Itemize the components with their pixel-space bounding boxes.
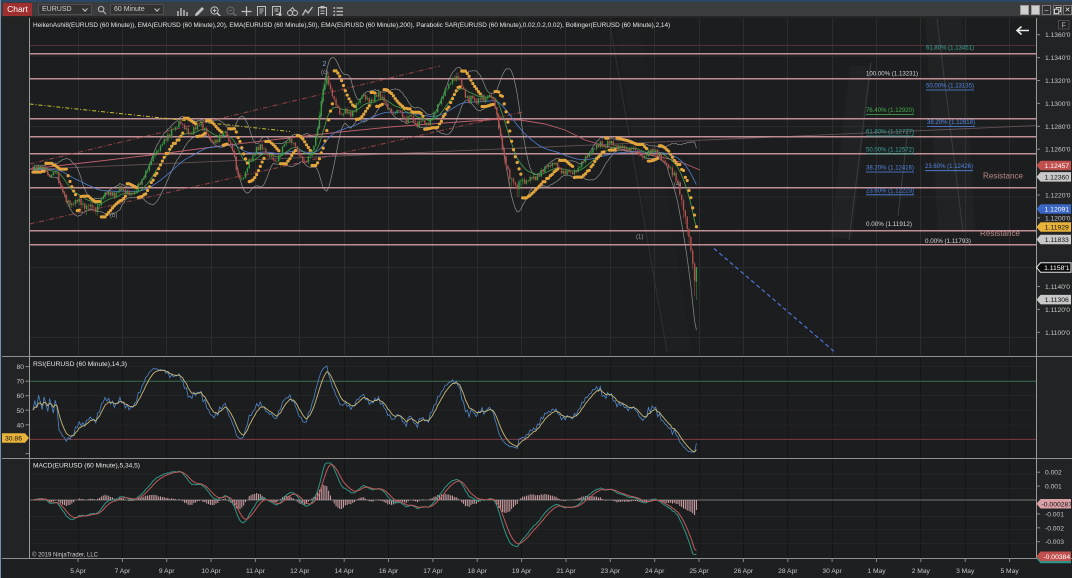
svg-text:1.1300'0: 1.1300'0 (1045, 101, 1071, 108)
svg-text:14 Apr: 14 Apr (335, 568, 355, 575)
svg-text:9 Apr: 9 Apr (159, 568, 175, 575)
svg-text:38.20% (1.12416): 38.20% (1.12416) (866, 165, 914, 172)
svg-text:1.11306: 1.11306 (1045, 297, 1069, 304)
svg-text:5 Apr: 5 Apr (70, 568, 86, 575)
svg-text:26 Apr: 26 Apr (734, 568, 754, 575)
svg-text:(1): (1) (636, 235, 643, 241)
svg-text:RSI(EURUSD (60 Minute),14,3): RSI(EURUSD (60 Minute),14,3) (33, 361, 127, 368)
svg-text:1.1200'0: 1.1200'0 (1045, 215, 1071, 222)
svg-text:0.001: 0.001 (1045, 484, 1062, 491)
svg-text:7 Apr: 7 Apr (115, 568, 131, 575)
svg-text:0.002: 0.002 (1045, 470, 1062, 477)
svg-text:1.11929: 1.11929 (1045, 225, 1069, 232)
svg-text:Resistance: Resistance (980, 229, 1021, 238)
svg-text:1.1100'0: 1.1100'0 (1045, 330, 1070, 337)
svg-text:1.1340'0: 1.1340'0 (1045, 55, 1071, 62)
svg-text:50: 50 (17, 408, 25, 415)
svg-text:-0.000287: -0.000287 (1041, 501, 1072, 508)
svg-text:60: 60 (17, 393, 25, 400)
svg-text:23.60% (1.12426): 23.60% (1.12426) (925, 163, 973, 170)
svg-text:Resistance: Resistance (983, 172, 1024, 181)
svg-text:30.86: 30.86 (5, 436, 22, 443)
svg-text:1.1360'0: 1.1360'0 (1045, 32, 1071, 39)
svg-text:5 May: 5 May (1000, 568, 1019, 575)
svg-text:MACD(EURUSD (60 Minute),5,34,5: MACD(EURUSD (60 Minute),5,34,5) (33, 463, 140, 470)
svg-text:80: 80 (17, 364, 25, 371)
svg-text:23.60% (1.12223): 23.60% (1.12223) (866, 187, 914, 194)
svg-text:1.1320'0: 1.1320'0 (1045, 78, 1071, 85)
svg-text:12 Apr: 12 Apr (290, 568, 310, 575)
svg-text:© 2019 NinjaTrader, LLC: © 2019 NinjaTrader, LLC (32, 551, 98, 559)
svg-text:HeikenAshi8(EURUSD (60 Minute): HeikenAshi8(EURUSD (60 Minute)), EMA(EUR… (33, 22, 670, 29)
svg-text:F: F (1062, 23, 1066, 30)
svg-text:-0.001: -0.001 (1045, 511, 1064, 518)
svg-text:1.12091: 1.12091 (1045, 207, 1070, 214)
svg-text:-0.002: -0.002 (1045, 525, 1064, 532)
svg-text:1.1158'1: 1.1158'1 (1044, 265, 1070, 272)
svg-text:21 Apr: 21 Apr (556, 568, 576, 575)
svg-text:3 May: 3 May (956, 568, 975, 575)
svg-text:23 Apr: 23 Apr (601, 568, 621, 575)
svg-text:16 Apr: 16 Apr (379, 568, 399, 575)
svg-text:-0.00384: -0.00384 (1043, 554, 1070, 561)
svg-text:1.1140'0: 1.1140'0 (1045, 284, 1070, 291)
svg-text:-0.003: -0.003 (1045, 539, 1064, 546)
svg-text:24 Apr: 24 Apr (645, 568, 665, 575)
svg-text:61.80% (1.12727): 61.80% (1.12727) (866, 129, 914, 136)
svg-text:(b): (b) (110, 213, 117, 219)
svg-text:30 Apr: 30 Apr (822, 568, 842, 575)
svg-text:1.12360: 1.12360 (1045, 175, 1070, 182)
svg-text:0.00% (1.11793): 0.00% (1.11793) (925, 238, 971, 245)
svg-text:50.00% (1.13135): 50.00% (1.13135) (926, 83, 974, 90)
svg-text:40: 40 (17, 422, 25, 429)
svg-text:2 May: 2 May (912, 568, 931, 575)
svg-text:1.1220'0: 1.1220'0 (1045, 193, 1071, 200)
svg-text:1 May: 1 May (867, 568, 886, 575)
svg-text:70: 70 (17, 379, 25, 386)
svg-text:19 Apr: 19 Apr (512, 568, 532, 575)
svg-text:38.20% (1.12818): 38.20% (1.12818) (927, 119, 975, 126)
svg-text:11 Apr: 11 Apr (246, 568, 266, 575)
svg-text:17 Apr: 17 Apr (423, 568, 443, 575)
svg-text:25 Apr: 25 Apr (689, 568, 709, 575)
svg-text:0.00% (1.11912): 0.00% (1.11912) (866, 221, 912, 228)
svg-text:100.00% (1.13231): 100.00% (1.13231) (866, 71, 918, 78)
svg-text:1.12457: 1.12457 (1045, 163, 1070, 170)
svg-text:10 Apr: 10 Apr (201, 568, 221, 575)
svg-text:(c): (c) (321, 70, 328, 76)
svg-text:50.00% (1.12572): 50.00% (1.12572) (866, 146, 914, 153)
svg-text:1.1260'0: 1.1260'0 (1045, 147, 1071, 154)
svg-text:2: 2 (323, 61, 327, 68)
svg-text:18 Apr: 18 Apr (468, 568, 488, 575)
svg-text:76.40% (1.12920): 76.40% (1.12920) (866, 107, 914, 114)
svg-text:(4): (4) (674, 182, 681, 188)
svg-text:28 Apr: 28 Apr (778, 568, 798, 575)
svg-text:61.80% (1.13451): 61.80% (1.13451) (926, 45, 974, 52)
svg-text:1.11833: 1.11833 (1045, 237, 1069, 244)
svg-text:1.1120'0: 1.1120'0 (1045, 307, 1070, 314)
svg-text:1.1280'0: 1.1280'0 (1045, 124, 1071, 131)
